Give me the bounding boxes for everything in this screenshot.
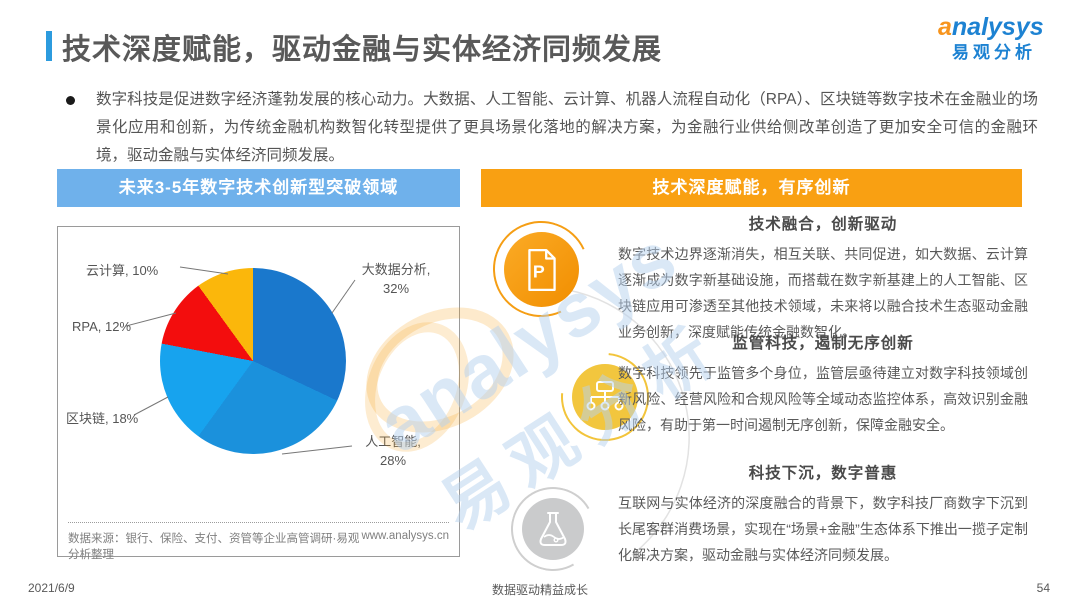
source-row: 数据来源：银行、保险、支付、资管等企业高管调研·易观分析整理 www.analy… xyxy=(68,530,449,562)
brand-logo: analysys 易观分析 xyxy=(938,13,1058,62)
brand-name-cn: 易观分析 xyxy=(952,42,1036,62)
pie-label-ai: 人工智能, 28% xyxy=(365,434,421,468)
left-panel-header: 未来3-5年数字技术创新型突破领域 xyxy=(57,169,460,207)
source-divider xyxy=(68,522,449,523)
pie-callout-lines xyxy=(125,266,356,455)
website-url: www.analysys.cn xyxy=(361,530,449,542)
svg-text:P: P xyxy=(532,261,544,281)
section-regtech: 监管科技，遏制无序创新 数字科技领先于监管多个身位，监管层亟待建立对数字科技领域… xyxy=(618,331,1028,438)
footer-date: 2021/6/9 xyxy=(28,581,75,595)
section-body: 互联网与实体经济的深度融合的背景下，数字科技厂商数字下沉到长尾客群消费场景，实现… xyxy=(618,495,1028,563)
org-chart-icon xyxy=(586,381,624,411)
icon-circle-fintech: P xyxy=(504,232,579,307)
footer-page-number: 54 xyxy=(1036,581,1050,595)
footer-slogan: 数据驱动精益成长 xyxy=(491,583,588,597)
intro-paragraph: 数字科技是促进数字经济蓬勃发展的核心动力。大数据、人工智能、云计算、机器人流程自… xyxy=(96,91,1038,164)
data-source-note: 数据来源：银行、保险、支付、资管等企业高管调研·易观分析整理 xyxy=(68,533,360,561)
section-body: 数字科技领先于监管多个身位，监管层亟待建立对数字科技领域创新风险、经营风险和合规… xyxy=(618,365,1028,433)
section-tech-sink: 科技下沉，数字普惠 互联网与实体经济的深度融合的背景下，数字科技厂商数字下沉到长… xyxy=(618,461,1028,568)
icon-circle-inclusive xyxy=(522,498,584,560)
section-title: 科技下沉，数字普惠 xyxy=(748,465,898,482)
pie-chart xyxy=(160,268,346,454)
title-accent-bar xyxy=(46,31,52,61)
pie-label-cloud: 云计算, 10% xyxy=(86,263,159,278)
pie-label-bigdata: 大数据分析, 32% xyxy=(361,262,431,296)
page-title: 技术深度赋能，驱动金融与实体经济同频发展 xyxy=(62,34,663,66)
connector-arc xyxy=(567,289,690,556)
section-title: 监管科技，遏制无序创新 xyxy=(732,335,914,352)
icon-circle-regtech xyxy=(572,364,638,430)
right-panel-header: 技术深度赋能，有序创新 xyxy=(481,169,1022,207)
bullet-icon xyxy=(66,96,75,105)
section-body: 数字技术边界逐渐消失，相互关联、共同促进，如大数据、云计算逐渐成为数字新基础设施… xyxy=(618,246,1028,340)
section-tech-fusion: 技术融合，创新驱动 数字技术边界逐渐消失，相互关联、共同促进，如大数据、云计算逐… xyxy=(618,212,1028,345)
chart-card: 云计算, 10% RPA, 12% 区块链, 18% 大数据分析, 32% 人工… xyxy=(57,226,460,561)
document-p-icon: P xyxy=(527,248,556,291)
pie-label-blockchain: 区块链, 18% xyxy=(66,411,139,426)
brand-name: analysys xyxy=(938,13,1044,41)
flask-icon xyxy=(539,512,567,546)
section-title: 技术融合，创新驱动 xyxy=(748,216,898,233)
pie-label-rpa: RPA, 12% xyxy=(72,319,132,334)
